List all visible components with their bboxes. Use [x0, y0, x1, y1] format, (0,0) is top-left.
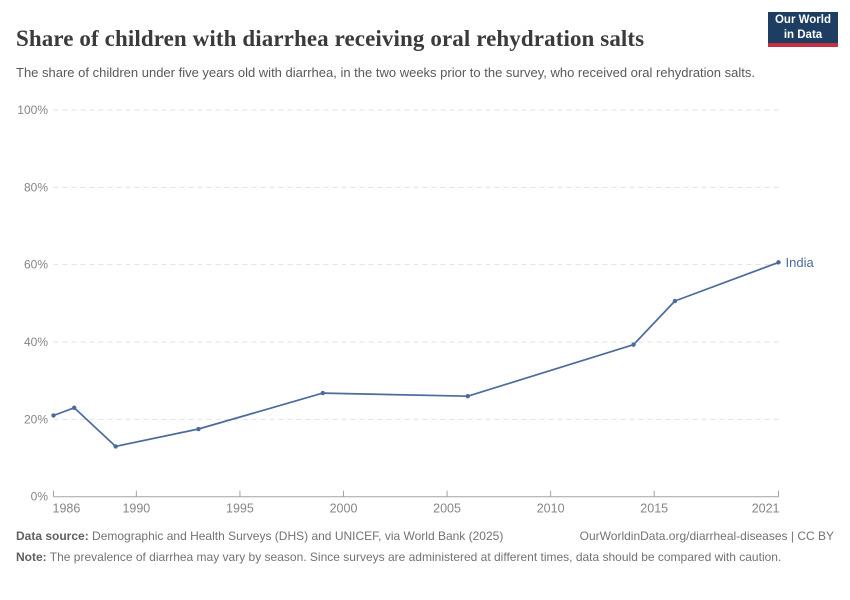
x-tick-label-2005: 2005 [433, 502, 461, 516]
series-end-label: India [786, 255, 815, 270]
data-point-1999 [320, 390, 325, 396]
data-point-1987 [72, 405, 77, 410]
note-text: The prevalence of diarrhea may vary by s… [46, 550, 782, 564]
owid-logo[interactable]: Our World in Data [768, 12, 838, 47]
x-tick-label-1995: 1995 [226, 502, 254, 516]
data-source: Data source: Demographic and Health Surv… [16, 529, 503, 543]
y-tick-label-40: 40% [24, 335, 48, 349]
x-tick-label-2010: 2010 [537, 502, 565, 516]
footer: Data source: Demographic and Health Surv… [16, 529, 834, 566]
series-line-india [52, 261, 780, 448]
data-source-text: Demographic and Health Surveys (DHS) and… [88, 529, 504, 543]
y-tick-label-20: 20% [24, 412, 48, 426]
y-tick-label-80: 80% [24, 180, 48, 194]
x-tick-label-2000: 2000 [330, 502, 358, 516]
x-tick-label-2021: 2021 [752, 502, 780, 516]
data-point-1993 [196, 426, 201, 432]
data-source-label: Data source: [16, 529, 89, 543]
chart-subtitle: The share of children under five years o… [16, 65, 755, 80]
x-tick-label-2015: 2015 [640, 502, 668, 516]
data-point-2006 [465, 393, 470, 399]
owid-logo-line2: in Data [783, 28, 823, 41]
owid-logo-line1: Our World [774, 13, 831, 26]
data-point-2016 [672, 298, 678, 304]
data-point-2014 [631, 342, 636, 347]
y-tick-label-60: 60% [24, 258, 48, 272]
page-title: Share of children with diarrhea receivin… [16, 26, 645, 52]
y-tick-label-100: 100% [17, 103, 48, 117]
data-point-1989 [113, 444, 118, 449]
x-tick-label-1986: 1986 [53, 502, 81, 516]
owid-url-link[interactable]: OurWorldinData.org/diarrheal-diseases | … [579, 529, 834, 543]
data-point-2021 [776, 260, 781, 265]
footer-note: Note: The prevalence of diarrhea may var… [16, 549, 788, 566]
x-tick-label-1990: 1990 [122, 502, 150, 516]
y-tick-label-0: 0% [31, 490, 49, 504]
note-label: Note: [16, 550, 47, 564]
line-chart: 0% 20% 40% 60% 80% 100% 1986 1990 1995 2000 2005 20… [17, 103, 815, 516]
data-point-1986 [51, 413, 56, 418]
